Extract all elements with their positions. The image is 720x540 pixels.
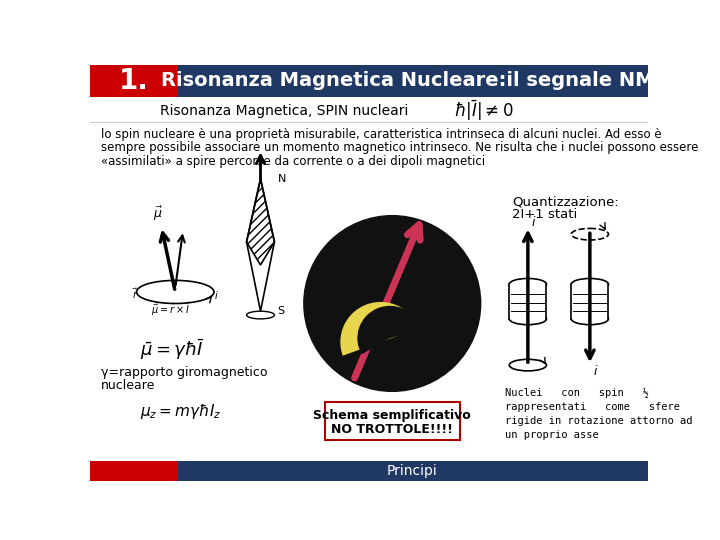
Ellipse shape [571,279,608,290]
Text: S: S [277,306,284,316]
Text: sempre possibile associare un momento magnetico intrinseco. Ne risulta che i nuc: sempre possibile associare un momento ma… [101,141,698,154]
Text: nucleare: nucleare [101,379,156,392]
Text: $\vec{\mu}=\vec{r}\times\vec{I}$: $\vec{\mu}=\vec{r}\times\vec{I}$ [151,300,192,318]
Wedge shape [341,302,418,356]
Text: 2I+1 stati: 2I+1 stati [513,208,577,221]
Text: γ=rapporto giromagnetico: γ=rapporto giromagnetico [101,366,267,379]
Bar [90,65,178,97]
Text: Principi: Principi [386,463,437,477]
Bar [90,461,178,481]
Text: $\hbar|\bar{I}| \neq 0$: $\hbar|\bar{I}| \neq 0$ [454,99,514,123]
Ellipse shape [509,313,546,325]
FancyBboxPatch shape [325,402,459,440]
Text: i: i [214,291,217,301]
Text: Risonanza Magnetica, SPIN nucleari: Risonanza Magnetica, SPIN nucleari [160,104,408,118]
Bar [571,284,608,319]
Text: lo spin nucleare è una proprietà misurabile, caratteristica intrinseca di alcuni: lo spin nucleare è una proprietà misurab… [101,127,662,140]
Ellipse shape [246,311,274,319]
Ellipse shape [509,359,546,371]
Bar [178,65,648,97]
Text: i: i [594,364,598,378]
Circle shape [303,215,482,392]
Ellipse shape [509,279,546,290]
Ellipse shape [571,228,608,240]
Text: $\vec{\mu}$: $\vec{\mu}$ [153,204,163,222]
Text: «assimilati» a spire percorse da corrente o a dei dipoli magnetici: «assimilati» a spire percorse da corrent… [101,156,485,168]
Ellipse shape [571,313,608,325]
Text: i: i [532,216,535,229]
Text: Nuclei   con   spin   ½
rappresentati   come   sfere
rigide in rotazione attorno: Nuclei con spin ½ rappresentati come sfe… [505,388,692,440]
Text: $\bar{\mu} = \gamma \hbar \bar{I}$: $\bar{\mu} = \gamma \hbar \bar{I}$ [140,338,205,362]
Wedge shape [357,306,421,354]
Text: $\mu_z = m\gamma\hbar I_z$: $\mu_z = m\gamma\hbar I_z$ [140,402,222,421]
Polygon shape [246,179,274,311]
Text: N: N [277,174,286,184]
Text: Risonanza Magnetica Nucleare:il segnale NMR: Risonanza Magnetica Nucleare:il segnale … [161,71,670,91]
Text: Quantizzazione:: Quantizzazione: [513,195,619,208]
Bar [178,461,648,481]
Text: Schema semplificativo: Schema semplificativo [313,409,471,422]
Text: $\vec{r}$: $\vec{r}$ [132,287,138,301]
Text: 1.: 1. [119,67,148,95]
Text: NO TROTTOLE!!!!: NO TROTTOLE!!!! [331,422,453,436]
Bar [509,284,546,319]
